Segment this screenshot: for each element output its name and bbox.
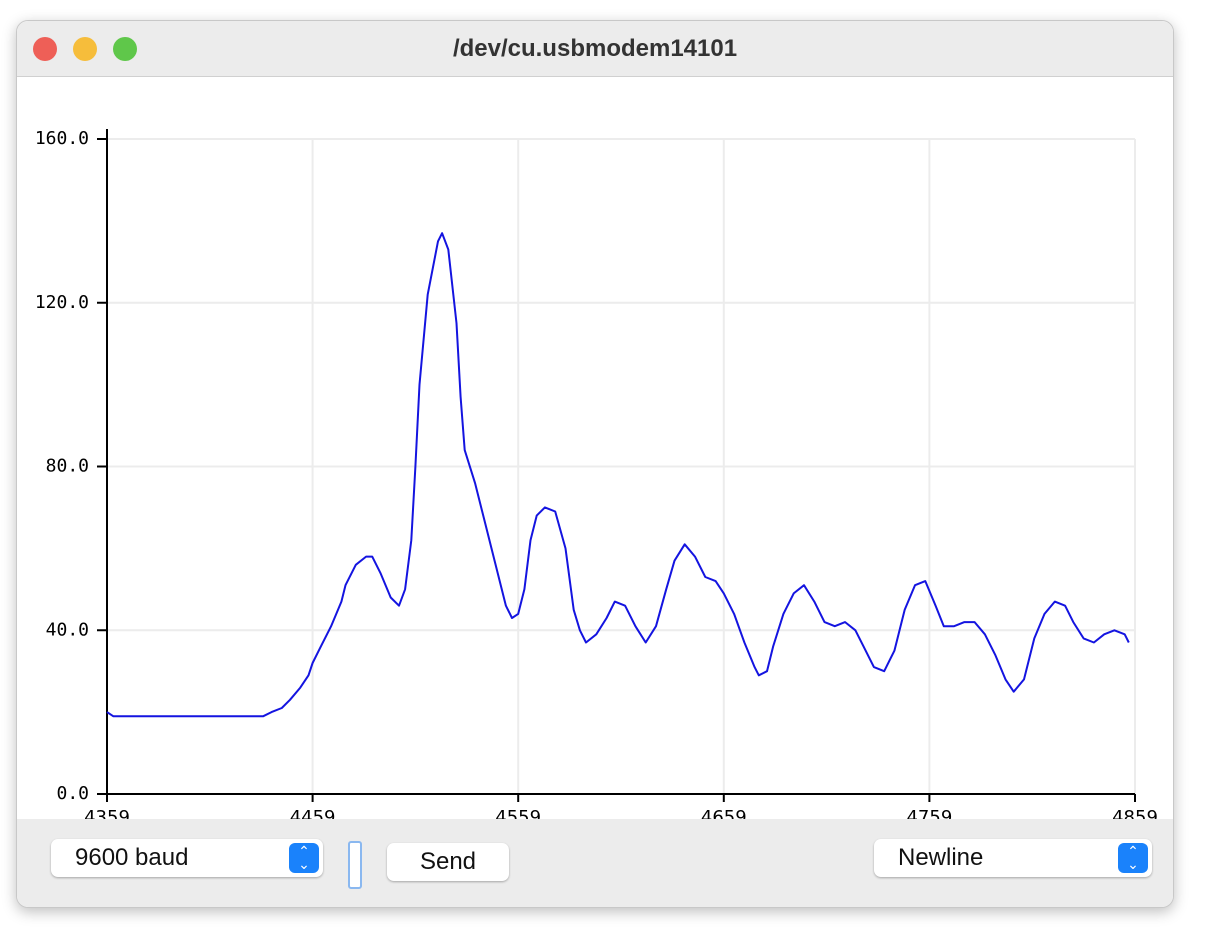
baud-select[interactable]: 9600 baud ⌃ ⌄: [51, 839, 323, 877]
send-button[interactable]: Send: [387, 843, 509, 881]
input-field[interactable]: [348, 841, 362, 889]
line-series: [106, 232, 1130, 718]
x-tick-label: 4659: [701, 807, 747, 821]
send-label: Send: [419, 848, 477, 875]
y-tick-label: 160.0: [35, 128, 89, 149]
y-tick-label: 120.0: [35, 292, 89, 313]
window-title: /dev/cu.usbmodem14101: [452, 35, 738, 62]
line-ending-select[interactable]: Newline ⌃ ⌄: [874, 839, 1152, 877]
y-tick-label: 40.0: [46, 619, 89, 640]
select-arrows: ⌃ ⌄: [1118, 843, 1148, 873]
x-tick-label: 4359: [84, 807, 130, 821]
x-tick-label: 4459: [290, 807, 336, 821]
y-tick-label: 0.0: [56, 783, 89, 804]
toolbar: 9600 baud ⌃ ⌄ Send Newline ⌃ ⌄: [17, 819, 1173, 907]
line-ending-label: Newline: [898, 844, 984, 871]
select-arrows: ⌃ ⌄: [289, 843, 319, 873]
minimize-button[interactable]: [73, 37, 97, 61]
chart: 0.0 40.0 80.0 120.0 160.0 4359 4459 4559 4659 475…: [35, 128, 1158, 821]
x-tick-label: 4859: [1112, 807, 1158, 821]
x-tick-label: 4559: [495, 807, 541, 821]
title-bar: /dev/cu.usbmodem14101: [17, 21, 1173, 77]
x-tick-label: 4759: [906, 807, 952, 821]
y-tick-label: 80.0: [46, 456, 89, 477]
close-button[interactable]: [33, 37, 57, 61]
window: /dev/cu.usbmodem14101 0.0 40.0 80.0 120.0 16…: [16, 20, 1174, 908]
baud-label: 9600 baud: [75, 844, 189, 871]
zoom-button[interactable]: [113, 37, 137, 61]
